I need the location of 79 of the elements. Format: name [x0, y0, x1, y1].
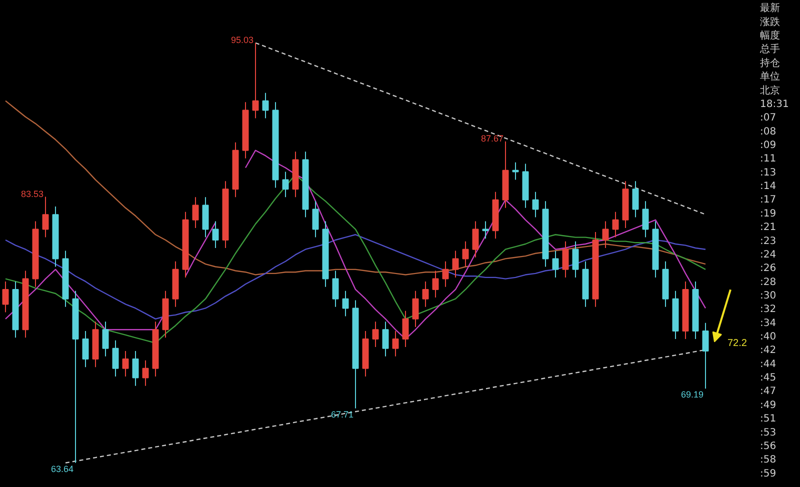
- text: :53: [760, 427, 776, 438]
- annotation: 83.53: [20, 188, 44, 199]
- candlestick: [532, 191, 539, 218]
- candlestick: [642, 200, 649, 238]
- candlestick: [402, 310, 409, 348]
- text: :17: [760, 194, 776, 206]
- text: :26: [760, 263, 776, 274]
- text: :28: [760, 276, 776, 288]
- text: :13: [760, 167, 776, 178]
- candlestick: [342, 290, 349, 317]
- candlestick: [142, 360, 149, 386]
- candlestick: [612, 211, 619, 238]
- text: :30: [760, 290, 776, 302]
- text: 涨跌: [760, 16, 780, 28]
- candlestick: [512, 162, 519, 180]
- candlestick: [562, 240, 569, 278]
- candlestick: [552, 250, 559, 278]
- candlestick: [282, 171, 289, 198]
- candlestick: [122, 350, 129, 377]
- candlestick: [572, 240, 579, 278]
- candlestick: [382, 321, 389, 357]
- text: 持仓: [760, 56, 780, 69]
- text: :51: [760, 414, 776, 425]
- text: :08: [760, 126, 776, 138]
- candlestick: [312, 200, 319, 238]
- annotation: 67.71: [330, 409, 354, 420]
- text: 单位: [760, 70, 780, 83]
- candlestick: [132, 350, 139, 386]
- candlestick: [372, 321, 379, 348]
- text: :45: [760, 372, 776, 384]
- candlestick: [472, 220, 479, 258]
- candlestick: [632, 180, 639, 218]
- candlestick: [452, 250, 459, 278]
- annotation: 87.67: [480, 133, 504, 144]
- candlestick: [82, 330, 89, 368]
- candlestick: [212, 220, 219, 249]
- text: :14: [760, 181, 776, 192]
- text: :34: [760, 318, 776, 329]
- candlestick: [602, 220, 609, 249]
- candlestick: [112, 340, 119, 377]
- candlestick: [192, 196, 199, 228]
- text: 总手: [759, 43, 780, 56]
- text: :11: [760, 154, 776, 165]
- text: :23: [760, 236, 776, 247]
- text: 72.2: [728, 338, 748, 349]
- candlestick: [422, 280, 429, 308]
- candlestick: [462, 240, 469, 268]
- text: 北京: [760, 84, 780, 96]
- text: :58: [760, 454, 776, 466]
- text: :21: [760, 222, 776, 234]
- text: :44: [760, 358, 776, 370]
- candlestick: [42, 196, 49, 238]
- text: :09: [760, 140, 776, 152]
- text: 幅度: [760, 30, 780, 42]
- candlestick: [2, 280, 9, 313]
- candlestick: [442, 260, 449, 288]
- annotation: 63.64: [50, 464, 74, 474]
- candlestick: [392, 330, 399, 357]
- candlestick: [702, 322, 709, 390]
- text: :24: [760, 249, 776, 260]
- text: :56: [760, 440, 776, 452]
- text: :32: [760, 304, 776, 316]
- text: 18:31: [760, 98, 789, 110]
- text: :07: [760, 112, 776, 124]
- candlestick: [262, 92, 269, 119]
- text: :19: [760, 208, 776, 220]
- text: 最新: [760, 2, 780, 14]
- annotation: 69.19: [680, 390, 704, 400]
- annotation: 95.03: [230, 34, 254, 45]
- text: :59: [760, 468, 776, 480]
- text: :40: [760, 332, 776, 343]
- candlestick: [432, 270, 439, 298]
- text: :49: [760, 400, 776, 411]
- candlestick: [102, 321, 109, 357]
- text: :42: [760, 345, 776, 356]
- candlestick: [252, 42, 259, 119]
- candlestick: [412, 290, 419, 328]
- candlestick: [332, 270, 339, 308]
- text: :47: [760, 386, 776, 398]
